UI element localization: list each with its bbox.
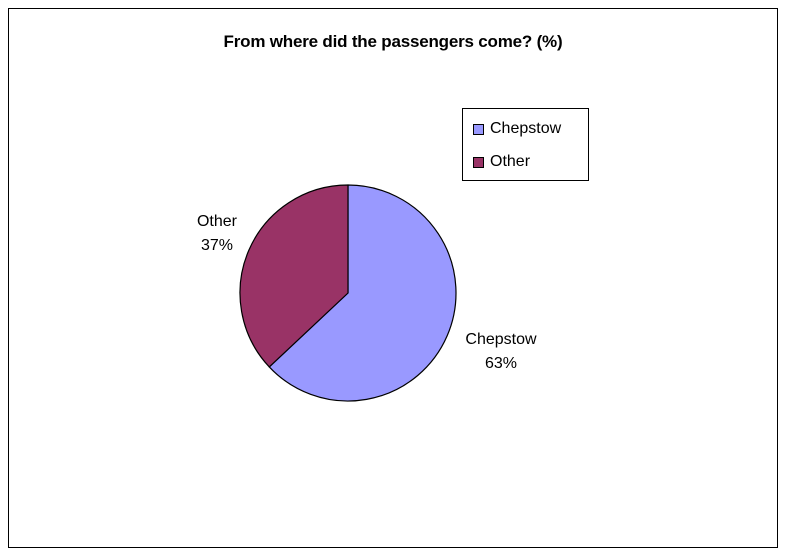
slice-label-other: Other 37% (182, 210, 252, 258)
slice-label-other-name: Other (182, 210, 252, 234)
legend: Chepstow Other (462, 108, 589, 181)
slice-label-chepstow-name: Chepstow (456, 328, 546, 352)
slice-label-chepstow: Chepstow 63% (456, 328, 546, 376)
legend-label-other: Other (490, 153, 530, 171)
legend-swatch-other (473, 157, 484, 168)
slice-label-other-value: 37% (182, 234, 252, 258)
legend-label-chepstow: Chepstow (490, 120, 561, 138)
slice-label-chepstow-value: 63% (456, 352, 546, 376)
legend-swatch-chepstow (473, 124, 484, 135)
chart-root: From where did the passengers come? (%) … (0, 0, 791, 517)
legend-item-chepstow: Chepstow (473, 119, 561, 139)
pie-chart (0, 0, 791, 517)
legend-item-other: Other (473, 152, 530, 172)
